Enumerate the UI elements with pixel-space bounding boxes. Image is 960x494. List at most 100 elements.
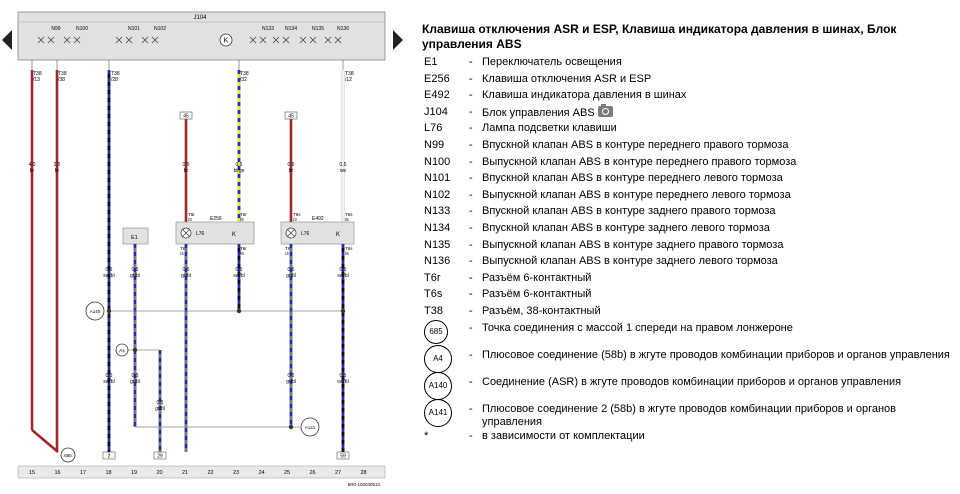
column-number: 16 (54, 470, 60, 476)
camera-icon[interactable] (597, 103, 613, 117)
legend-title: Клавиша отключения ASR и ESP, Клавиша ин… (422, 22, 897, 51)
column-number: 27 (335, 470, 341, 476)
legend-desc-text: Блок управления ABS (482, 106, 595, 119)
legend-dash: - (469, 271, 473, 284)
legend-dash: - (469, 138, 473, 151)
wire-label-13-g: 0.5 (106, 373, 113, 379)
t6r-4b: /4 (180, 251, 184, 256)
legend-code: E256 (424, 72, 450, 85)
legend-desc: Плюсовое соединение 2 (58b) в жгуте пров… (482, 402, 896, 428)
legend-code: L76 (424, 122, 443, 135)
legend-item: N134 - Впускной клапан ABS в контуре задне… (422, 220, 954, 237)
wire-label-14-c: gr/bl (130, 379, 140, 385)
e492-box (280, 221, 355, 245)
legend-list: E1- Переключатель освещения E256- Клавиша о… (422, 54, 954, 320)
k-lamp-label: K (224, 38, 229, 45)
conn-label-1: N99 (51, 26, 60, 32)
legend-desc: Блок управления ABS (482, 103, 952, 120)
t6s-5a: T6s (345, 212, 353, 217)
t6r-4a: T6r (180, 246, 187, 251)
legend-desc: Разъём, 38-контактный (482, 305, 952, 318)
wire-label-15-c: gr/bl (155, 406, 165, 412)
legend-dash: - (469, 375, 473, 388)
wiring-diagram: J104 N99 N100 N101 N102 N133 N134 N135 N… (0, 0, 405, 489)
legend-symbol-list: 685- Точка соединения с массой 1 спереди … (422, 319, 954, 428)
t6s-4a: T6s (285, 246, 293, 251)
legend-desc-text: Впускной клапан ABS в контуре заднего пр… (482, 205, 776, 218)
legend-desc: Точка соединения с массой 1 спереди на п… (482, 321, 793, 334)
pin-label-1b: /13 (33, 77, 40, 83)
node-685-label: 685 (64, 453, 72, 458)
column-number: 20 (156, 470, 162, 476)
t6s-4b: /4 (285, 251, 289, 256)
wire-label-5-c: br (289, 168, 294, 174)
legend-dash: - (469, 321, 473, 334)
column-number: 18 (105, 470, 111, 476)
legend-code: N101 (424, 172, 451, 185)
prev-arrow-icon[interactable] (2, 30, 12, 50)
lower-wires (133, 244, 345, 452)
legend-footnote-desc: в зависимости от комплектации (482, 429, 645, 442)
node-a141 (300, 417, 320, 437)
legend-item: N136 - Выпускной клапан ABS в контуре задн… (422, 253, 954, 270)
e256-switch-icon: K (232, 232, 236, 238)
legend-desc-text: Выпускной клапан ABS в контуре заднего п… (482, 238, 784, 251)
column-number: 24 (258, 470, 264, 476)
legend-dash: - (469, 172, 473, 185)
pin-label-2b: /38 (58, 77, 65, 83)
wire-label-2-g: 2.5 (54, 162, 61, 168)
legend-desc-text: Разъём, 38-контактный (482, 304, 601, 317)
column-number: 25 (284, 470, 290, 476)
legend-item: T38 - Разъём, 38-контактный (422, 303, 954, 320)
e1-label: E1 (131, 235, 138, 241)
pin-label-5a: T38 (345, 71, 354, 77)
bottom-box-1 (102, 451, 116, 460)
wire-label-15-g: 0.5 (157, 400, 164, 406)
ref-code: 6R0-100030514 (348, 482, 381, 487)
next-arrow-icon[interactable] (393, 30, 403, 50)
legend-desc: Выпускной клапан ABS в контуре заднего л… (482, 255, 952, 268)
legend-code: N100 (424, 155, 451, 168)
wire-label-11-c: gr/bl (286, 273, 296, 279)
legend-item: E492 - Клавиша индикатора давления в шинах (422, 87, 954, 104)
wire-label-17-g: 0.5 (288, 373, 295, 379)
wire-label-7-c: sw/bl (103, 273, 114, 279)
t6r-5a: T6r (240, 212, 247, 217)
wire-label-16-c: sw/bl (337, 379, 348, 385)
conn-label-6: N134 (285, 26, 297, 32)
legend-desc: Плюсовое соединение (58b) в жгуте провод… (482, 348, 950, 361)
e256-l76-label: L76 (196, 231, 205, 237)
t6s-6a: T6s (345, 246, 353, 251)
legend-desc: Выпускной клапан ABS в контуре заднего п… (482, 239, 952, 252)
legend-code: N102 (424, 188, 451, 201)
legend-desc-text: Разъём 6-контактный (482, 271, 592, 284)
legend-item: N135 - Выпускной клапан ABS в контуре задн… (422, 237, 954, 254)
legend-code: T6r (424, 271, 441, 284)
e256-label: E256 (210, 216, 222, 222)
legend-item: J104 - Блок управления ABS (422, 103, 954, 121)
legend-dash: - (469, 89, 473, 102)
column-number: 19 (131, 470, 137, 476)
wire-label-14-g: 0.5 (132, 373, 139, 379)
pin-label-1a: T38 (33, 71, 42, 77)
legend-dash: - (469, 402, 473, 415)
legend-desc: Разъём 6-контактный (482, 272, 952, 285)
valve-symbols (37, 36, 342, 44)
wire-label-10-c: sw/bl (233, 273, 244, 279)
node-a141-label: A141 (305, 425, 316, 430)
legend-desc: Клавиша отключения ASR и ESP (482, 73, 952, 86)
legend-footnote: * - в зависимости от комплектации (422, 428, 954, 445)
wire-label-16-g: 0.5 (340, 373, 347, 379)
column-number: 26 (309, 470, 315, 476)
legend-item: N133 - Впускной клапан ABS в контуре задне… (422, 203, 954, 220)
legend-footnote-code: * (424, 429, 429, 442)
t6r-5b: /5 (240, 217, 244, 222)
wire-label-2-c: br (55, 168, 60, 174)
legend-desc: Впускной клапан ABS в контуре заднего ле… (482, 222, 952, 235)
legend-desc-text: Выпускной клапан ABS в контуре заднего л… (482, 255, 778, 268)
module-j104-box (17, 11, 386, 61)
connection-point-icon: A4 (424, 344, 452, 373)
bottom-box-2 (153, 451, 167, 460)
wire-label-17-c: gr/bl (286, 379, 296, 385)
legend-dash: - (469, 122, 473, 135)
